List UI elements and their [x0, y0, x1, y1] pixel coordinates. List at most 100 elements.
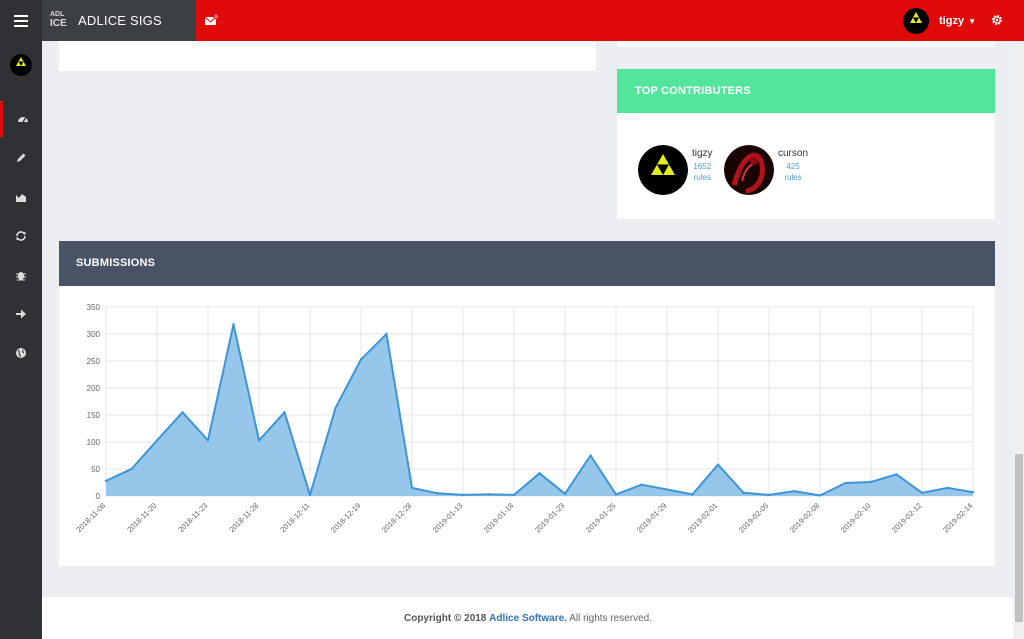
bug-icon — [16, 272, 26, 281]
footer-copyright: Copyright © 2018 — [403, 613, 487, 624]
sidebar-item-dashboard[interactable] — [0, 101, 42, 137]
contributor-count: 425 — [786, 162, 800, 171]
x-tick-label: 2019-02-14 — [941, 501, 974, 534]
top-contributors-title: TOP CONTRIBUTERS — [617, 69, 995, 113]
data-point — [232, 323, 235, 326]
brand-logo-bottom: ICE — [50, 17, 67, 29]
menu-toggle-button[interactable] — [0, 0, 42, 41]
submissions-panel: SUBMISSIONS 0 50 100 150 200 250 300 350 2018-11… — [59, 241, 995, 566]
mail-icon[interactable] — [205, 14, 219, 26]
y-tick-label: 300 — [87, 330, 101, 339]
user-menu[interactable]: tigzy ▼ — [903, 8, 976, 34]
sidebar — [0, 41, 42, 639]
data-point — [589, 454, 592, 457]
data-point — [410, 486, 414, 490]
contributor-unit: rules — [784, 173, 802, 182]
data-point — [283, 411, 286, 414]
sidebar-item-edit[interactable] — [0, 140, 42, 176]
data-point — [691, 493, 694, 496]
x-tick-label: 2019-02-05 — [737, 501, 770, 534]
x-tick-label: 2019-02-12 — [890, 501, 923, 534]
area-chart-icon — [16, 194, 26, 202]
data-point — [538, 472, 541, 475]
data-point — [487, 493, 490, 496]
x-tick-label: 2018-11-28 — [227, 501, 260, 534]
contributor-item[interactable]: tigzy 1652 rules — [638, 145, 713, 195]
y-tick-label: 0 — [96, 492, 101, 501]
data-point — [308, 493, 312, 497]
data-point — [767, 493, 771, 497]
contributor-avatar — [724, 145, 774, 195]
data-point — [793, 489, 796, 493]
x-tick-label: 2018-11-23 — [176, 501, 209, 534]
refresh-icon — [16, 231, 26, 241]
sidebar-item-redirect[interactable] — [0, 296, 42, 332]
data-point — [334, 406, 337, 410]
sidebar-item-stats[interactable] — [0, 179, 42, 215]
x-tick-label: 2019-01-13 — [431, 501, 464, 534]
data-point — [385, 332, 388, 336]
x-tick-label: 2019-01-23 — [533, 501, 566, 534]
scrollbar-track[interactable] — [1013, 41, 1024, 639]
submissions-title: SUBMISSIONS — [59, 241, 995, 286]
footer-rights: All rights reserved. — [569, 613, 653, 624]
y-tick-label: 200 — [87, 384, 101, 393]
scrollbar-thumb[interactable] — [1015, 454, 1023, 622]
contributor-name[interactable]: tigzy — [692, 148, 713, 159]
caret-down-icon: ▼ — [968, 16, 976, 26]
x-tick-label: 2019-02-08 — [788, 501, 821, 534]
data-point — [563, 492, 567, 496]
data-point — [640, 483, 643, 486]
user-name: tigzy — [939, 15, 965, 27]
brand[interactable]: ADL ICE ADLICE SIGS — [42, 0, 196, 41]
brand-logo: ADL ICE — [50, 11, 72, 31]
data-point — [155, 439, 159, 442]
user-avatar — [903, 8, 930, 34]
data-point — [818, 494, 822, 497]
brand-name: ADLICE SIGS — [78, 13, 162, 28]
sidebar-item-world[interactable] — [0, 335, 42, 371]
sidebar-item-refresh[interactable] — [0, 218, 42, 254]
y-tick-label: 250 — [87, 357, 101, 366]
y-tick-label: 100 — [87, 438, 101, 447]
data-point — [130, 467, 133, 471]
x-tick-label: 2018-12-28 — [380, 501, 413, 534]
data-point — [920, 491, 924, 494]
submissions-chart: 0 50 100 150 200 250 300 350 2018-11-08 2018-11-2… — [74, 303, 974, 535]
data-point — [844, 481, 847, 485]
data-point — [359, 358, 363, 361]
data-point — [181, 411, 184, 414]
x-tick-label: 2019-01-29 — [635, 501, 668, 534]
x-tick-label: 2018-12-11 — [278, 501, 311, 534]
data-point — [742, 491, 745, 494]
pencil-icon — [17, 153, 26, 162]
y-tick-label: 150 — [87, 411, 101, 420]
dashboard-icon — [17, 117, 28, 123]
data-point — [512, 493, 516, 497]
footer-company-link[interactable]: Adlice Software. — [489, 613, 567, 624]
submissions-area — [106, 324, 973, 496]
sidebar-avatar — [10, 54, 32, 76]
y-tick-label: 50 — [91, 465, 100, 474]
data-point — [461, 493, 465, 497]
data-point — [614, 493, 618, 496]
gear-icon[interactable] — [990, 13, 1004, 27]
contributor-name[interactable]: curson — [778, 148, 809, 159]
contributor-avatar — [638, 145, 688, 195]
top-right-panel — [617, 41, 995, 47]
contributor-unit: rules — [693, 173, 711, 182]
data-point — [257, 439, 261, 442]
data-point — [206, 439, 210, 442]
contributor-item[interactable]: curson 425 rules — [724, 145, 808, 195]
data-point — [946, 486, 949, 490]
x-tick-label: 2018-11-20 — [125, 501, 158, 534]
hamburger-icon — [14, 14, 28, 27]
x-tick-label: 2019-02-10 — [839, 501, 872, 534]
x-tick-label: 2018-12-19 — [329, 501, 362, 534]
y-tick-label: 350 — [87, 303, 101, 312]
sidebar-item-bugs[interactable] — [0, 257, 42, 293]
x-tick-label: 2019-01-25 — [584, 501, 617, 534]
arrow-right-icon — [16, 309, 26, 319]
data-point — [716, 463, 720, 466]
globe-icon — [16, 348, 26, 358]
